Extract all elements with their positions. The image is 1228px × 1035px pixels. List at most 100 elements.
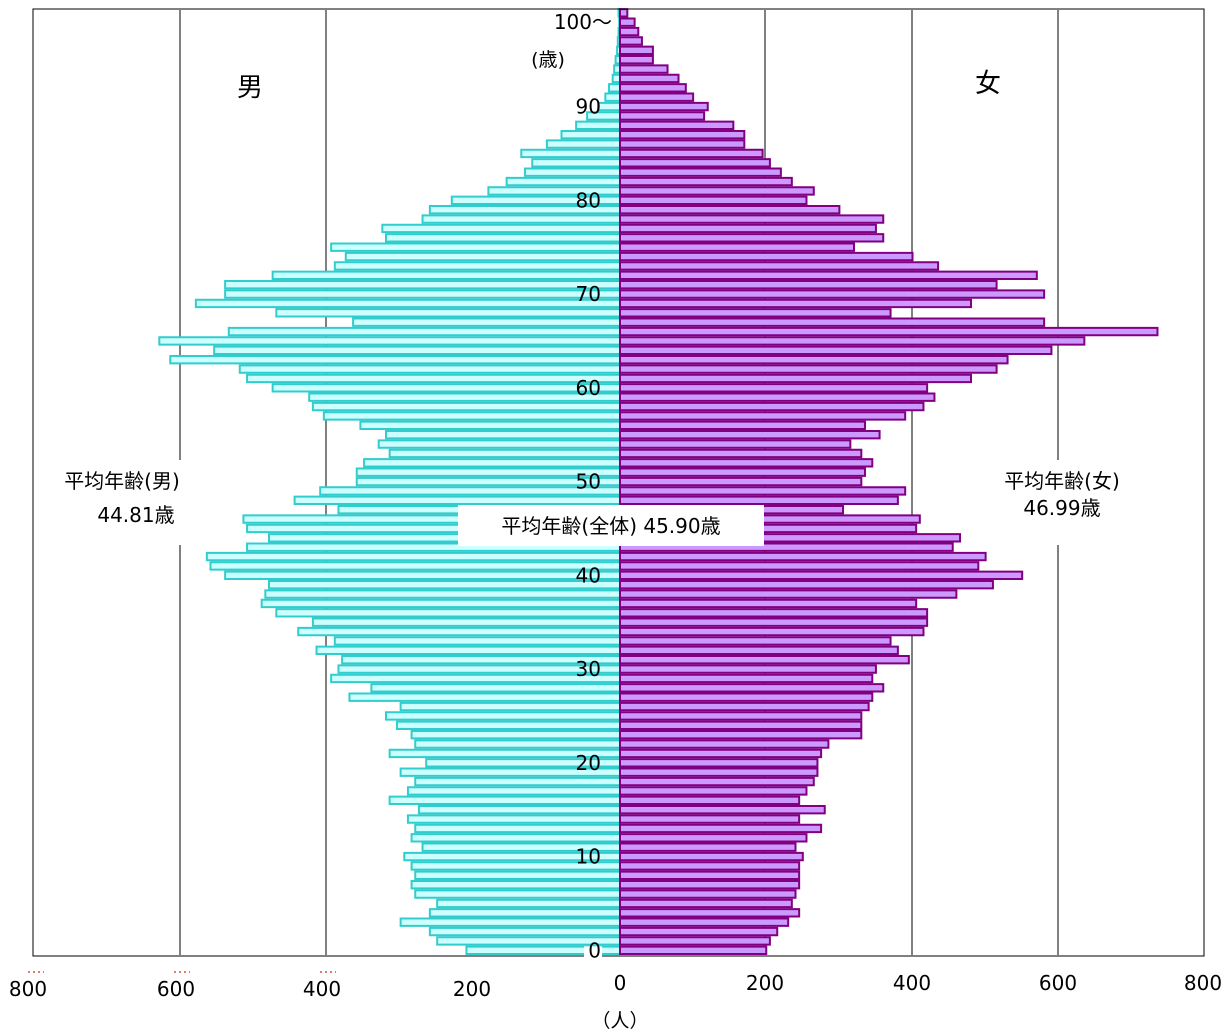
male-bar-age-35 — [311, 617, 621, 627]
female-bar-age-38 — [619, 589, 958, 599]
female-bar-age-31 — [619, 655, 910, 665]
male-bar-age-13 — [414, 823, 621, 834]
male-bar-age-39 — [268, 580, 621, 590]
female-bar-age-78 — [619, 214, 885, 224]
male-bar-age-12 — [410, 833, 621, 843]
male-bar-age-60 — [271, 383, 621, 393]
male-bar-age-91 — [604, 92, 621, 102]
male-bar-age-55 — [385, 430, 621, 440]
age-tick-bg — [584, 946, 602, 963]
female-bar-age-83 — [619, 167, 782, 177]
male-bar-age-2 — [428, 926, 621, 937]
female-bar-age-17 — [619, 786, 808, 796]
female-bar-age-72 — [619, 270, 1038, 280]
male-bar-age-32 — [315, 645, 621, 655]
male-bar-age-73 — [333, 261, 621, 271]
female-bar-age-16 — [619, 795, 801, 805]
male-bar-age-87 — [560, 130, 621, 140]
male-bar-age-4 — [428, 908, 621, 918]
female-bar-age-26 — [619, 701, 870, 712]
male-bar-age-37 — [260, 598, 621, 609]
female-bar-age-7 — [619, 880, 801, 890]
male-x-tick-800: 800 — [9, 977, 47, 1001]
male-bar-age-93 — [611, 73, 621, 84]
female-x-tick-800: 800 — [1184, 971, 1222, 995]
male-bar-age-65 — [158, 336, 621, 346]
male-bar-age-54 — [377, 439, 621, 449]
total-avg-box — [458, 505, 764, 546]
age-tick-50: 50 — [576, 470, 601, 494]
female-bar-age-24 — [619, 720, 863, 730]
female-bar-age-30 — [619, 664, 877, 674]
female-bar-age-95 — [619, 55, 654, 65]
female-bar-age-14 — [619, 814, 801, 824]
male-bar-age-25 — [385, 711, 621, 721]
population-unit-label: （人） — [591, 1010, 648, 1032]
female-bar-age-56 — [619, 420, 866, 430]
female-bar-age-49 — [619, 486, 907, 496]
male-bar-age-27 — [348, 692, 621, 702]
age-tick-30: 30 — [576, 657, 601, 681]
female-bar-age-34 — [619, 626, 925, 637]
female-bar-age-62 — [619, 364, 998, 374]
male-bar-age-16 — [388, 795, 621, 805]
female-bar-age-91 — [619, 92, 695, 102]
male-bar-age-48 — [293, 495, 621, 505]
female-bar-age-21 — [619, 748, 823, 759]
male-bar-age-58 — [311, 401, 621, 412]
female-x-tick-400: 400 — [893, 971, 931, 995]
male-bar-age-52 — [363, 458, 621, 468]
male-bar-age-26 — [399, 701, 621, 712]
female-bar-age-100 — [619, 8, 629, 18]
female-bar-age-71 — [619, 280, 998, 290]
female-bar-age-86 — [619, 139, 746, 149]
female-bar-age-68 — [619, 308, 892, 318]
female-bar-age-15 — [619, 805, 826, 815]
male-avg-label: 平均年齢(男) — [64, 469, 180, 493]
male-bar-age-14 — [406, 814, 621, 824]
male-bars — [158, 8, 622, 955]
age-tick-0: 0 — [588, 938, 601, 962]
female-bars — [619, 8, 1159, 955]
female-bar-age-61 — [619, 373, 972, 384]
female-x-tick-200: 200 — [746, 971, 784, 995]
female-bar-age-55 — [619, 430, 881, 440]
male-bar-age-7 — [410, 880, 621, 890]
female-bar-age-96 — [619, 45, 654, 55]
female-bar-age-85 — [619, 148, 764, 159]
female-x-tick-0: 0 — [614, 971, 627, 995]
female-bar-age-11 — [619, 842, 797, 852]
female-bar-age-67 — [619, 317, 1046, 327]
female-bar-age-10 — [619, 851, 804, 862]
total-avg-label: 平均年齢(全体) 45.90歳 — [501, 514, 720, 538]
male-bar-age-34 — [297, 626, 621, 637]
male-bar-age-71 — [224, 280, 621, 290]
female-bar-age-93 — [619, 73, 680, 84]
male-bar-age-53 — [388, 448, 621, 459]
male-bar-age-83 — [523, 167, 621, 177]
age-tick-70: 70 — [576, 282, 601, 306]
female-bar-age-53 — [619, 448, 863, 459]
male-bar-age-78 — [421, 214, 621, 224]
female-bar-age-84 — [619, 158, 771, 168]
male-bar-age-41 — [209, 561, 621, 571]
male-x-tick-600: 600 — [157, 977, 195, 1001]
female-bar-age-81 — [619, 186, 815, 196]
male-bar-age-82 — [505, 176, 621, 187]
male-bar-age-61 — [246, 373, 621, 384]
male-bar-age-59 — [308, 392, 621, 402]
female-bar-age-98 — [619, 26, 640, 37]
female-bar-age-89 — [619, 111, 706, 121]
male-bar-age-40 — [224, 570, 621, 580]
female-avg-value: 46.99歳 — [1023, 496, 1100, 520]
male-bar-age-70 — [224, 289, 621, 299]
age-tick-20: 20 — [576, 751, 601, 775]
female-bar-age-77 — [619, 223, 877, 234]
age-tick-80: 80 — [576, 188, 601, 212]
female-bar-age-18 — [619, 776, 815, 787]
male-bar-age-90 — [597, 101, 621, 112]
age-unit-label: (歳) — [531, 49, 565, 71]
male-bar-age-76 — [385, 233, 621, 243]
male-bar-age-72 — [271, 270, 621, 280]
